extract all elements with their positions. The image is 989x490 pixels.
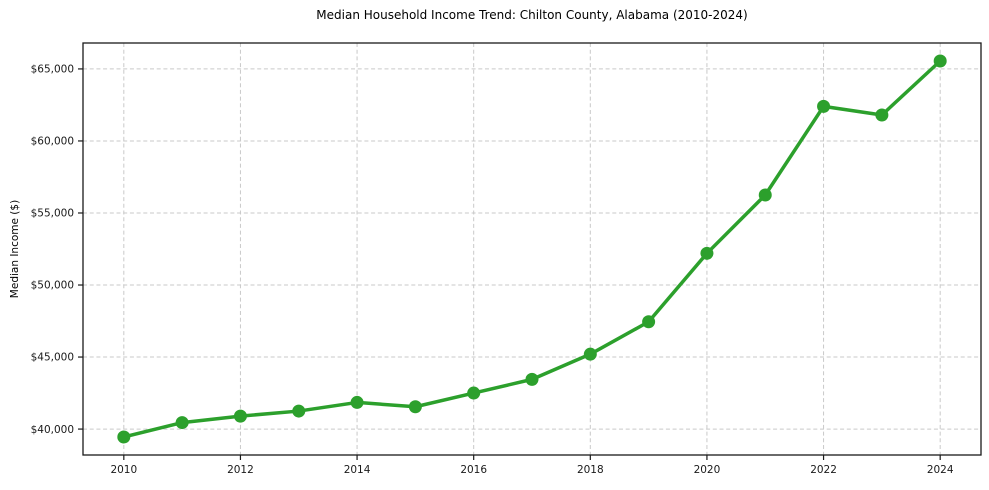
data-point-2015 — [408, 400, 422, 414]
data-point-2023 — [875, 108, 889, 122]
data-point-2016 — [467, 386, 481, 400]
data-point-2024 — [933, 54, 947, 68]
data-point-2019 — [642, 315, 656, 329]
y-tick-label: $40,000 — [31, 424, 74, 436]
x-tick-label: 2022 — [810, 464, 837, 476]
chart-title: Median Household Income Trend: Chilton C… — [316, 8, 748, 22]
x-tick-label: 2018 — [577, 464, 604, 476]
data-point-2018 — [583, 347, 597, 361]
y-tick-label: $65,000 — [31, 64, 74, 76]
y-tick-label: $55,000 — [31, 208, 74, 220]
data-point-2017 — [525, 372, 539, 386]
x-tick-label: 2014 — [344, 464, 371, 476]
y-tick-label: $45,000 — [31, 352, 74, 364]
x-tick-label: 2016 — [460, 464, 487, 476]
data-point-2014 — [350, 395, 364, 409]
data-point-2013 — [292, 404, 306, 418]
data-point-2011 — [175, 416, 189, 430]
x-tick-label: 2020 — [694, 464, 721, 476]
data-point-2012 — [233, 409, 247, 423]
x-tick-label: 2010 — [110, 464, 137, 476]
data-point-2022 — [817, 99, 831, 113]
y-tick-label: $50,000 — [31, 280, 74, 292]
x-tick-label: 2024 — [927, 464, 954, 476]
x-tick-label: 2012 — [227, 464, 254, 476]
data-point-2010 — [117, 430, 131, 444]
y-tick-label: $60,000 — [31, 136, 74, 148]
data-point-2021 — [758, 188, 772, 202]
plot-area-border — [82, 42, 982, 456]
data-point-2020 — [700, 246, 714, 260]
